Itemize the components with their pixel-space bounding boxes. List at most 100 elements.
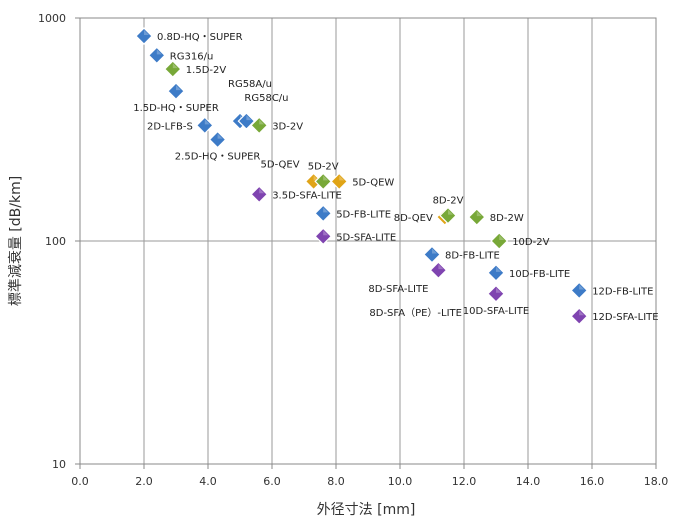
data-point-marker xyxy=(167,82,185,100)
data-point-24 xyxy=(487,284,505,303)
data-label: 5D-2V xyxy=(308,161,339,172)
data-point-highlight xyxy=(144,30,149,36)
x-tick-label: 6.0 xyxy=(263,475,281,488)
data-point-marker xyxy=(490,232,509,250)
data-point-highlight xyxy=(156,49,162,55)
data-point-highlight xyxy=(259,119,265,125)
data-point-marker xyxy=(423,245,441,264)
data-point-marker xyxy=(195,116,214,135)
data-label: 5D-QEV xyxy=(261,159,300,170)
data-point-highlight xyxy=(339,175,345,181)
data-point-highlight xyxy=(448,209,453,215)
data-point-3 xyxy=(163,60,182,78)
data-point-13 xyxy=(330,172,349,191)
data-point-12 xyxy=(314,172,333,191)
data-point-1 xyxy=(135,27,153,45)
data-label: 12D-SFA-LITE xyxy=(592,312,658,323)
axes xyxy=(75,17,657,469)
data-point-highlight xyxy=(579,310,585,316)
data-label: RG58C/u xyxy=(244,93,288,104)
data-labels: 0.8D-HQ・SUPER RG316/u 1.5D-2V 1.5D-HQ・SUPER… xyxy=(133,32,658,323)
data-label: 12D-FB-LITE xyxy=(592,286,653,297)
data-point-marker xyxy=(570,281,589,300)
x-axis-title: 外径寸法 [mm] xyxy=(317,502,416,518)
data-label: 3.5D-SFA-LITE xyxy=(272,190,342,201)
x-tick-label: 18.0 xyxy=(644,475,669,488)
data-label: 10D-SFA-LITE xyxy=(463,306,529,317)
data-point-marker xyxy=(314,227,333,246)
x-tick-label: 12.0 xyxy=(452,475,477,488)
data-point-marker xyxy=(135,27,153,45)
data-point-highlight xyxy=(246,115,252,121)
data-points xyxy=(135,27,589,326)
data-point-10 xyxy=(250,185,269,204)
data-point-marker xyxy=(163,60,182,78)
data-label: 8D-FB-LITE xyxy=(445,250,500,261)
plot-frame xyxy=(79,17,657,465)
data-point-2 xyxy=(147,46,166,65)
y-tick-label: 100 xyxy=(45,235,66,248)
data-point-20 xyxy=(423,245,441,264)
data-label: 5D-QEW xyxy=(352,177,394,188)
data-point-highlight xyxy=(432,248,437,254)
x-tick-label: 16.0 xyxy=(580,475,605,488)
y-axis-title: 標準減衰量 [dB/km] xyxy=(7,176,24,306)
data-label: 10D-2V xyxy=(512,237,549,248)
data-point-marker xyxy=(237,112,256,130)
data-point-highlight xyxy=(204,119,210,125)
data-point-26 xyxy=(570,307,589,326)
data-point-marker xyxy=(147,46,166,65)
data-point-highlight xyxy=(499,235,505,240)
data-label: 5D-SFA-LITE xyxy=(336,232,396,243)
data-label: 8D-2W xyxy=(490,213,524,224)
x-tick-label: 8.0 xyxy=(327,475,345,488)
data-label: 8D-SFA（PE）-LITE xyxy=(369,307,462,319)
data-label: 5D-FB-LITE xyxy=(336,209,391,220)
data-label: 1.5D-HQ・SUPER xyxy=(133,103,219,114)
data-point-marker xyxy=(314,172,333,191)
data-point-highlight xyxy=(438,264,444,270)
x-tick-labels: 0.0 2.0 4.0 6.0 8.0 10.0 12.0 14.0 16.0 18.0 xyxy=(71,475,668,488)
data-point-21 xyxy=(429,261,448,280)
data-point-highlight xyxy=(172,63,178,69)
data-point-6 xyxy=(208,130,227,149)
data-point-25 xyxy=(570,281,589,300)
x-tick-label: 2.0 xyxy=(135,475,153,488)
data-point-8 xyxy=(237,112,256,130)
data-point-19 xyxy=(490,232,509,250)
data-label: 10D-FB-LITE xyxy=(509,269,570,280)
data-point-highlight xyxy=(217,133,223,139)
data-point-highlight xyxy=(579,284,585,290)
data-label: RG316/u xyxy=(170,51,214,62)
data-point-highlight xyxy=(496,287,501,293)
data-point-marker xyxy=(487,263,505,282)
data-point-highlight xyxy=(323,207,329,213)
data-label: 3D-2V xyxy=(272,121,303,132)
data-point-marker xyxy=(330,172,349,191)
data-label: 2.5D-HQ・SUPER xyxy=(175,152,261,163)
data-point-marker xyxy=(570,307,589,326)
data-point-marker xyxy=(314,204,333,223)
data-label: 2D-LFB-S xyxy=(147,121,193,132)
data-label: 8D-2V xyxy=(433,196,464,207)
data-label: 8D-SFA-LITE xyxy=(368,284,428,295)
data-label: 0.8D-HQ・SUPER xyxy=(157,32,243,43)
data-point-marker xyxy=(250,116,269,135)
x-tick-label: 4.0 xyxy=(199,475,217,488)
data-label: 1.5D-2V xyxy=(186,65,227,76)
data-point-4 xyxy=(167,82,185,100)
data-point-marker xyxy=(208,130,227,149)
data-point-highlight xyxy=(176,85,181,91)
y-tick-label: 10 xyxy=(52,458,66,471)
data-point-18 xyxy=(467,208,486,226)
data-point-highlight xyxy=(323,175,329,181)
data-point-14 xyxy=(314,204,333,223)
x-tick-label: 14.0 xyxy=(516,475,541,488)
data-point-highlight xyxy=(476,211,482,217)
data-point-marker xyxy=(250,185,269,204)
data-point-5 xyxy=(195,116,214,135)
y-tick-label: 1000 xyxy=(38,12,66,25)
data-point-9 xyxy=(250,116,269,135)
